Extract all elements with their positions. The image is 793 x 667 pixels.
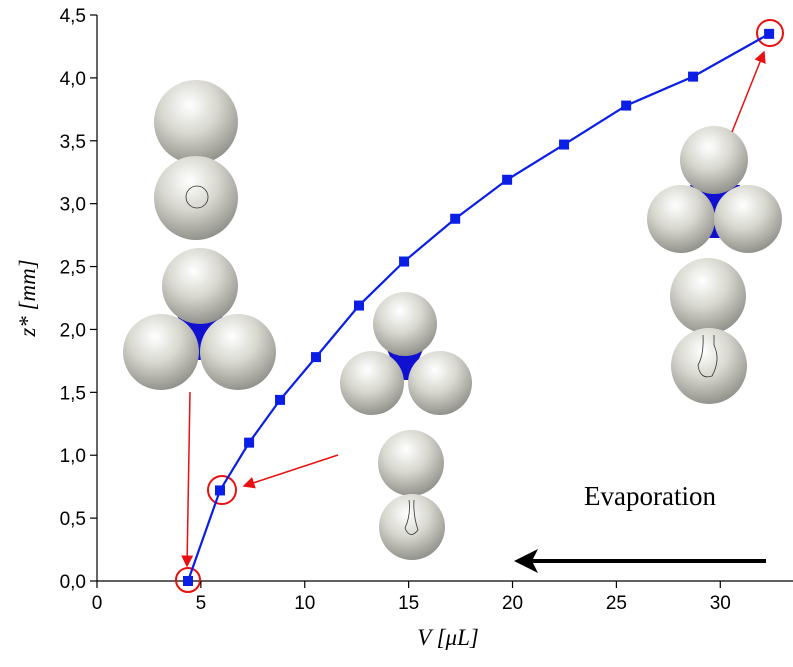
- y-tick-label: 0,5: [60, 509, 86, 530]
- y-axis-label: z* [mm]: [15, 259, 40, 337]
- x-tick-label: 20: [502, 593, 523, 614]
- y-tick-label: 2,0: [60, 320, 86, 341]
- data-point: [275, 394, 286, 405]
- x-tick-label: 15: [398, 593, 419, 614]
- data-point: [310, 352, 321, 363]
- data-point: [559, 139, 570, 150]
- x-axis-label: V [μL]: [417, 625, 479, 650]
- y-tick-label: 3,0: [60, 195, 86, 216]
- highlight: [207, 475, 237, 505]
- data-point: [502, 174, 513, 185]
- y-tick-label: 2,5: [60, 258, 86, 279]
- y-tick-label: 0,0: [60, 572, 86, 593]
- data-point: [764, 28, 775, 39]
- data-point: [621, 100, 632, 111]
- data-point: [353, 300, 364, 311]
- y-tick-label: 4,0: [60, 69, 86, 90]
- data-point: [688, 71, 699, 82]
- y-tick-label: 3,5: [60, 132, 86, 153]
- data-point: [450, 213, 461, 224]
- highlight: [756, 19, 784, 47]
- y-tick-label: 1,5: [60, 383, 86, 404]
- x-tick-label: 25: [606, 593, 627, 614]
- x-tick-label: 0: [92, 593, 103, 614]
- highlight: [175, 567, 201, 593]
- x-tick-label: 10: [294, 593, 315, 614]
- annotation: Evaporation: [584, 481, 716, 511]
- x-tick-label: 5: [196, 593, 207, 614]
- y-tick-label: 1,0: [60, 446, 86, 467]
- x-tick-label: 30: [710, 593, 731, 614]
- data-point: [399, 256, 410, 267]
- data-point: [182, 576, 193, 586]
- data-point: [214, 485, 225, 496]
- data-point: [244, 437, 255, 448]
- y-tick-label: 4,5: [60, 6, 86, 27]
- illustrations: [123, 50, 782, 573]
